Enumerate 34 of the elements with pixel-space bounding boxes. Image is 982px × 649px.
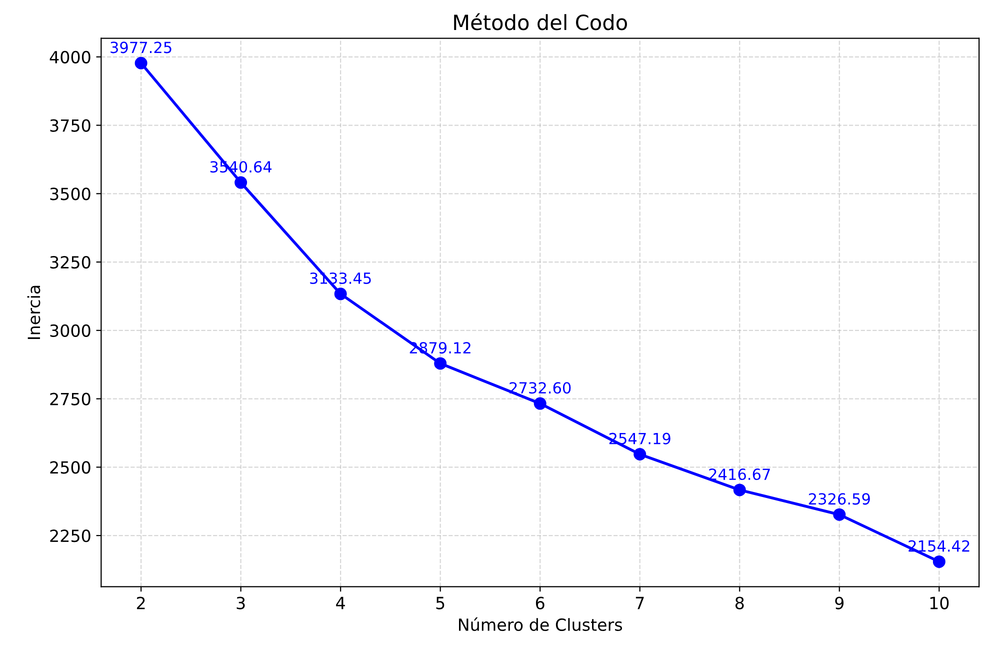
data-label: 2154.42 — [908, 540, 970, 552]
point — [534, 397, 546, 410]
x-tick-label: 3 — [236, 596, 245, 610]
y-tick-label: 3750 — [50, 119, 90, 132]
x-tick-label: 6 — [536, 596, 544, 610]
point — [134, 56, 148, 70]
x-tick-label: 5 — [436, 596, 444, 610]
point — [833, 508, 846, 521]
point — [434, 357, 447, 370]
point — [334, 288, 347, 300]
x-tick-label: 8 — [735, 596, 744, 610]
data-label: 2547.19 — [609, 432, 670, 444]
x-axis-title: Número de Clusters — [459, 617, 622, 632]
y-tick-label: 3000 — [50, 324, 90, 337]
y-tick-label: 3500 — [50, 188, 90, 200]
x-tick-label: 9 — [835, 596, 844, 610]
x-tick-label: 7 — [636, 596, 644, 610]
x-tick-label: 2 — [136, 596, 145, 610]
data-label: 2416.67 — [709, 468, 770, 480]
y-tick-label: 2250 — [50, 530, 90, 542]
point — [634, 448, 646, 461]
y-axis-title: Inercia — [27, 286, 40, 339]
y-tick-label: 2500 — [50, 461, 90, 474]
data-label: 2326.59 — [808, 493, 870, 505]
y-tick-label: 4000 — [50, 50, 90, 64]
point — [733, 484, 746, 496]
data-label: 3977.25 — [110, 42, 172, 54]
chart-title: Método del Codo — [454, 13, 627, 30]
y-tick-label: 3250 — [50, 256, 90, 269]
point — [234, 176, 248, 189]
y-tick-label: 2750 — [50, 392, 90, 406]
x-tick-label: 10 — [930, 596, 949, 610]
x-tick-label: 4 — [336, 596, 345, 610]
point — [932, 555, 946, 568]
